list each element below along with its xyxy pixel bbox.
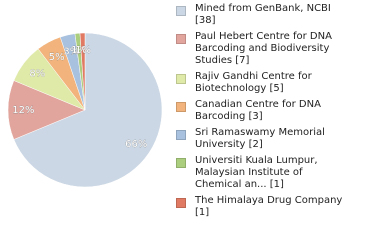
pie-chart: 66% 12% 8% 5%3%1%1% bbox=[7, 32, 163, 188]
legend-item: Sri Ramaswamy Memorial University [2] bbox=[174, 127, 374, 151]
legend-label: Rajiv Gandhi Centre for Biotechnology [5… bbox=[195, 71, 312, 94]
legend: Mined from GenBank, NCBI [38] Paul Hebert… bbox=[174, 3, 374, 223]
legend-label: Canadian Centre for DNA Barcoding [3] bbox=[195, 99, 321, 122]
legend-item: Canadian Centre for DNA Barcoding [3] bbox=[174, 99, 374, 123]
slice-label: 3% bbox=[63, 47, 79, 58]
legend-item: Rajiv Gandhi Centre for Biotechnology [5… bbox=[174, 71, 374, 95]
legend-swatch bbox=[176, 158, 186, 168]
pie-slice bbox=[7, 80, 86, 140]
legend-label: The Himalaya Drug Company [1] bbox=[195, 195, 343, 218]
legend-item: Mined from GenBank, NCBI [38] bbox=[174, 3, 374, 27]
legend-swatch bbox=[176, 198, 186, 208]
legend-item: Paul Hebert Centre for DNA Barcoding and… bbox=[174, 31, 374, 67]
slice-label: 1% bbox=[71, 45, 87, 56]
legend-label: Sri Ramaswamy Memorial University [2] bbox=[195, 127, 325, 150]
legend-swatch bbox=[176, 74, 186, 84]
legend-label: Universiti Kuala Lumpur, Malaysian Insti… bbox=[195, 155, 318, 190]
slice-label: 8% bbox=[29, 68, 45, 79]
legend-swatch bbox=[176, 102, 186, 112]
slice-label: 66% bbox=[125, 139, 147, 150]
pie-slice bbox=[13, 32, 163, 188]
legend-swatch bbox=[176, 130, 186, 140]
legend-swatch bbox=[176, 34, 186, 44]
slice-label: 1% bbox=[75, 45, 91, 56]
legend-label: Paul Hebert Centre for DNA Barcoding and… bbox=[195, 31, 332, 66]
slice-label: 12% bbox=[12, 105, 34, 116]
legend-label: Mined from GenBank, NCBI [38] bbox=[195, 3, 331, 26]
legend-swatch bbox=[176, 6, 186, 16]
pie-slice bbox=[79, 32, 86, 111]
legend-item: The Himalaya Drug Company [1] bbox=[174, 195, 374, 219]
slice-label: 5% bbox=[49, 52, 65, 63]
legend-item: Universiti Kuala Lumpur, Malaysian Insti… bbox=[174, 155, 374, 191]
